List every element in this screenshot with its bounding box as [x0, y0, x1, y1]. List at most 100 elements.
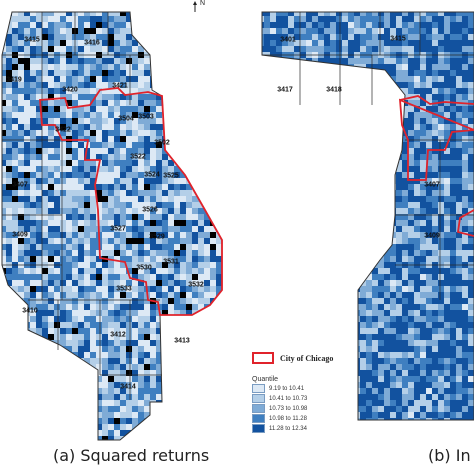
- tract-cell: [114, 274, 121, 281]
- tract-cell: [450, 88, 457, 95]
- tract-cell: [426, 238, 433, 245]
- tract-cell: [294, 310, 301, 317]
- tract-cell: [306, 16, 313, 23]
- tract-cell: [384, 310, 391, 317]
- tract-cell: [276, 172, 283, 179]
- tract-cell: [396, 304, 403, 311]
- tract-cell: [60, 430, 67, 437]
- tract-cell: [42, 226, 49, 233]
- tract-cell: [414, 202, 421, 209]
- tract-cell: [66, 274, 73, 281]
- tract-cell: [156, 46, 163, 53]
- tract-cell: [462, 298, 469, 305]
- tract-cell: [330, 310, 337, 317]
- tract-cell: [96, 394, 103, 401]
- tract-cell: [72, 190, 79, 197]
- tract-cell: [354, 160, 361, 167]
- tract-cell: [294, 238, 301, 245]
- tract-cell: [396, 214, 403, 221]
- tract-cell: [96, 100, 103, 107]
- tract-cell: [468, 316, 474, 323]
- tract-cell: [42, 400, 49, 407]
- tract-cell: [48, 34, 55, 41]
- tract-cell: [378, 160, 385, 167]
- tract-cell: [174, 418, 181, 425]
- tract-cell: [360, 100, 367, 107]
- tract-cell: [378, 340, 385, 347]
- tract-cell: [408, 196, 415, 203]
- tract-cell: [168, 124, 175, 131]
- tract-cell: [36, 88, 43, 95]
- tract-cell: [78, 256, 85, 263]
- tract-cell: [90, 376, 97, 383]
- tract-cell: [438, 34, 445, 41]
- tract-cell: [318, 202, 325, 209]
- tract-cell: [378, 232, 385, 239]
- tract-cell: [210, 52, 217, 59]
- tract-cell: [90, 232, 97, 239]
- tract-cell: [408, 310, 415, 317]
- tract-cell: [420, 166, 427, 173]
- tract-cell: [2, 388, 7, 395]
- tract-cell: [384, 304, 391, 311]
- tract-cell: [30, 112, 37, 119]
- tract-cell: [84, 220, 91, 227]
- tract-cell: [102, 418, 109, 425]
- tract-cell: [180, 316, 187, 323]
- tract-cell: [84, 70, 91, 77]
- tract-cell: [138, 154, 145, 161]
- tract-cell: [90, 394, 97, 401]
- tract-cell: [372, 274, 379, 281]
- tract-cell: [324, 112, 331, 119]
- tract-cell: [2, 322, 7, 329]
- tract-cell: [162, 376, 169, 383]
- tract-cell: [216, 322, 222, 329]
- tract-cell: [438, 340, 445, 347]
- tract-cell: [102, 310, 109, 317]
- tract-cell: [162, 280, 169, 287]
- tract-cell: [312, 70, 319, 77]
- tract-cell: [330, 178, 337, 185]
- tract-cell: [270, 304, 277, 311]
- tract-cell: [186, 352, 193, 359]
- tract-cell: [2, 370, 7, 377]
- tract-cell: [264, 190, 271, 197]
- tract-cell: [156, 52, 163, 59]
- tract-cell: [192, 22, 199, 29]
- tract-cell: [414, 256, 421, 263]
- tract-cell: [108, 166, 115, 173]
- tract-cell: [78, 28, 85, 35]
- tract-cell: [180, 16, 187, 23]
- tract-cell: [210, 16, 217, 23]
- tract-cell: [48, 346, 55, 353]
- tract-cell: [306, 100, 313, 107]
- tract-cell: [138, 190, 145, 197]
- tract-cell: [384, 220, 391, 227]
- tract-cell: [270, 178, 277, 185]
- tract-cell: [168, 190, 175, 197]
- tract-cell: [366, 130, 373, 137]
- tract-cell: [150, 142, 157, 149]
- tract-cell: [18, 16, 25, 23]
- tract-cell: [462, 196, 469, 203]
- tract-cell: [150, 328, 157, 335]
- tract-cell: [276, 34, 283, 41]
- tract-cell: [192, 172, 199, 179]
- tract-cell: [342, 202, 349, 209]
- tract-cell: [216, 352, 222, 359]
- tract-cell: [384, 202, 391, 209]
- tract-cell: [336, 316, 343, 323]
- tract-cell: [144, 436, 151, 440]
- tract-cell: [456, 40, 463, 47]
- tract-cell: [90, 130, 97, 137]
- tract-cell: [120, 202, 127, 209]
- tract-cell: [402, 154, 409, 161]
- tract-cell: [402, 118, 409, 125]
- tract-cell: [222, 94, 228, 100]
- tract-cell: [438, 292, 445, 299]
- tract-cell: [48, 358, 55, 365]
- tract-cell: [390, 358, 397, 365]
- tract-cell: [54, 346, 61, 353]
- tract-cell: [396, 28, 403, 35]
- tract-cell: [96, 340, 103, 347]
